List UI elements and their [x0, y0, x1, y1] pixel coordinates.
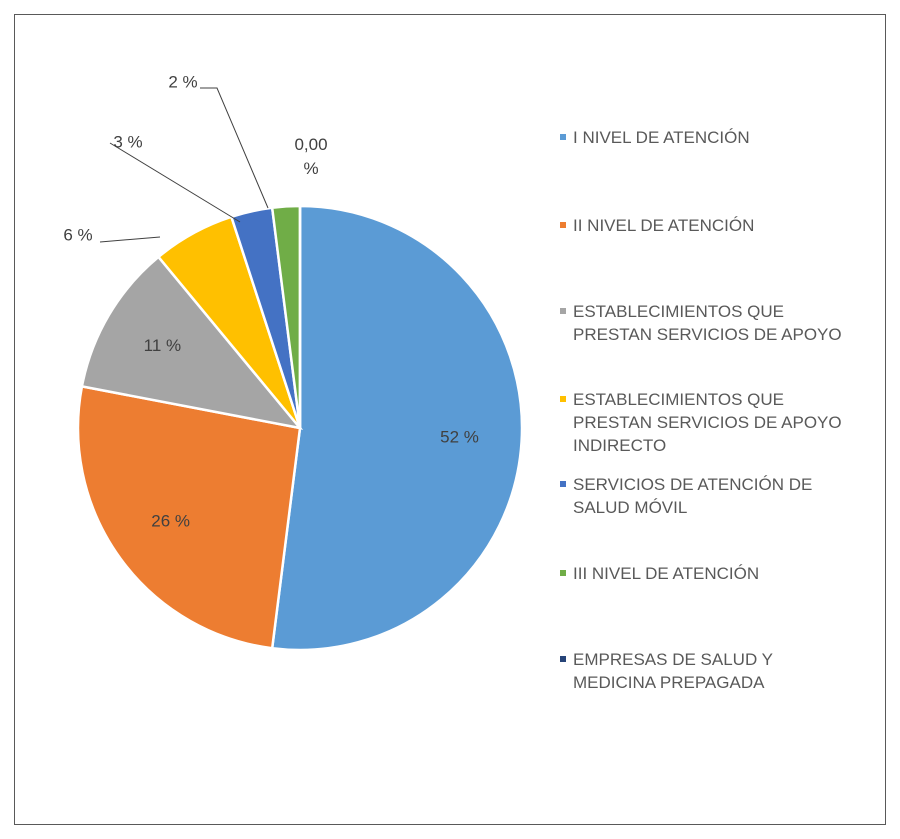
pie-slice: [76, 384, 302, 650]
data-label: 3 %: [113, 132, 142, 151]
legend-label: II NIVEL DE ATENCIÓN: [573, 216, 755, 235]
legend-marker: [560, 570, 566, 576]
legend-label: EMPRESAS DE SALUD Y MEDICINA PREPAGADA: [573, 650, 773, 692]
leader-line: [109, 142, 241, 223]
data-label: 0,00%: [294, 135, 327, 178]
legend-entry: EMPRESAS DE SALUD Y MEDICINA PREPAGADA: [560, 648, 850, 694]
legend-entry: SERVICIOS DE ATENCIÓN DE SALUD MÓVIL: [560, 473, 850, 519]
data-label: 11 %: [144, 336, 182, 355]
data-label: 26 %: [151, 511, 190, 530]
legend-label: I NIVEL DE ATENCIÓN: [573, 128, 750, 147]
pie-slice: [270, 204, 524, 652]
legend-label: III NIVEL DE ATENCIÓN: [573, 564, 760, 583]
legend-entry: ESTABLECIMIENTOS QUE PRESTAN SERVICIOS D…: [560, 388, 850, 457]
legend-marker: [560, 656, 566, 662]
legend-marker: [560, 222, 566, 228]
data-label: 2 %: [168, 72, 197, 91]
chart-border: [14, 14, 886, 825]
legend-marker: [560, 481, 566, 487]
data-label: 52 %: [440, 428, 479, 447]
legend-entry: III NIVEL DE ATENCIÓN: [560, 562, 850, 585]
legend-entry: II NIVEL DE ATENCIÓN: [560, 214, 850, 237]
data-label: 6 %: [63, 225, 92, 244]
legend-entry: ESTABLECIMIENTOS QUE PRESTAN SERVICIOS D…: [560, 300, 850, 346]
leader-line: [99, 236, 161, 243]
legend-entry: I NIVEL DE ATENCIÓN: [560, 126, 850, 149]
legend-marker: [560, 308, 566, 314]
legend-label: ESTABLECIMIENTOS QUE PRESTAN SERVICIOS D…: [573, 302, 842, 344]
legend-marker: [560, 134, 566, 140]
legend-label: ESTABLECIMIENTOS QUE PRESTAN SERVICIOS D…: [573, 390, 842, 455]
legend-label: SERVICIOS DE ATENCIÓN DE SALUD MÓVIL: [573, 475, 813, 517]
pie-slice: [80, 255, 304, 430]
leader-line: [200, 87, 269, 209]
legend-marker: [560, 396, 566, 402]
